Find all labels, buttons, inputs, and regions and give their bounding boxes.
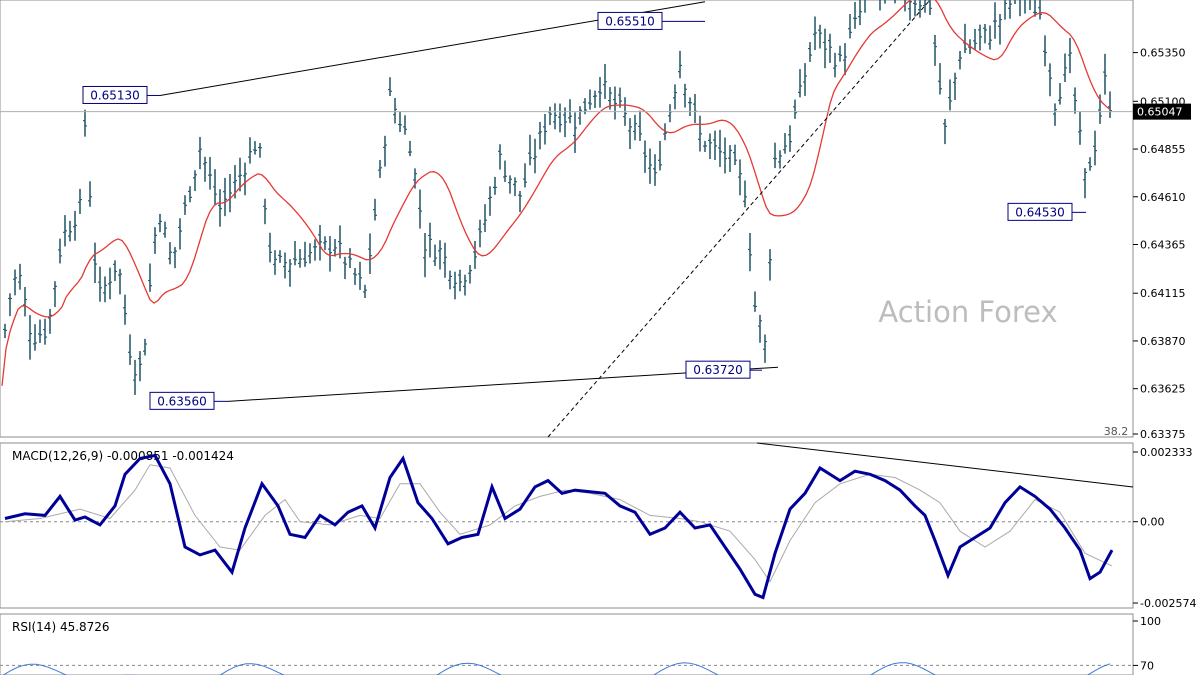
macd-signal-line xyxy=(4,464,1113,583)
macd-title: MACD(12,26,9) -0.000851 -0.001424 xyxy=(12,449,234,463)
macd-axis-tick-label: 0.00 xyxy=(1140,516,1165,529)
macd-axis-tick-label: -0.002574 xyxy=(1140,597,1196,610)
price-axis-tick-label: 0.63625 xyxy=(1140,383,1186,396)
price-panel-frame xyxy=(0,0,1134,438)
annotation-box xyxy=(82,85,148,104)
macd-line xyxy=(4,453,1114,600)
rsi-title: RSI(14) 45.8726 xyxy=(12,620,110,634)
price-axis-tick-label: 0.63375 xyxy=(1140,428,1186,441)
price-axis-tick-label: 0.64365 xyxy=(1140,239,1186,252)
price-series-layer: 0.65130 0.65510 0.63560 0.63720 0.64530 xyxy=(0,0,1133,438)
annotation-label: 0.64530 xyxy=(1015,205,1065,219)
moving-average-line xyxy=(1,0,1111,386)
fib-level-label: 38.2 xyxy=(1104,425,1129,438)
price-axis-tick-label: 0.65350 xyxy=(1140,47,1186,60)
macd-trendline xyxy=(756,442,1134,488)
annotation-box xyxy=(597,11,663,30)
current-price-badge xyxy=(1133,103,1191,120)
rsi-axis-tick-label: 100 xyxy=(1140,615,1161,628)
macd-axis-tick-label: 0.002333 xyxy=(1140,446,1193,459)
annotation-box xyxy=(149,391,215,410)
dashed-trendline xyxy=(547,0,931,438)
price-axis-tick-label: 0.64610 xyxy=(1140,191,1186,204)
annotation-label: 0.65130 xyxy=(90,88,140,102)
rsi-line xyxy=(2,662,1111,675)
annotation-label: 0.63560 xyxy=(157,394,207,408)
annotation-label: 0.63720 xyxy=(693,363,743,377)
price-axis-tick-label: 0.63870 xyxy=(1140,335,1186,348)
macd-panel-frame xyxy=(0,442,1134,609)
current-price-label: 0.65047 xyxy=(1137,106,1183,119)
annotation-box xyxy=(1007,202,1073,221)
annotation-label: 0.65510 xyxy=(605,14,655,28)
rsi-series-layer xyxy=(0,662,1133,675)
price-axis-tick-label: 0.64855 xyxy=(1140,143,1186,156)
watermark-text: Action Forex xyxy=(878,295,1057,329)
axis-layer: 0.653500.651000.648550.646100.643650.641… xyxy=(1133,47,1196,672)
rsi-panel-frame xyxy=(0,613,1134,675)
macd-series-layer xyxy=(0,442,1134,600)
annotation-box xyxy=(685,360,751,379)
price-axis-tick-label: 0.64115 xyxy=(1140,287,1186,300)
rsi-axis-tick-label: 70 xyxy=(1140,659,1154,672)
